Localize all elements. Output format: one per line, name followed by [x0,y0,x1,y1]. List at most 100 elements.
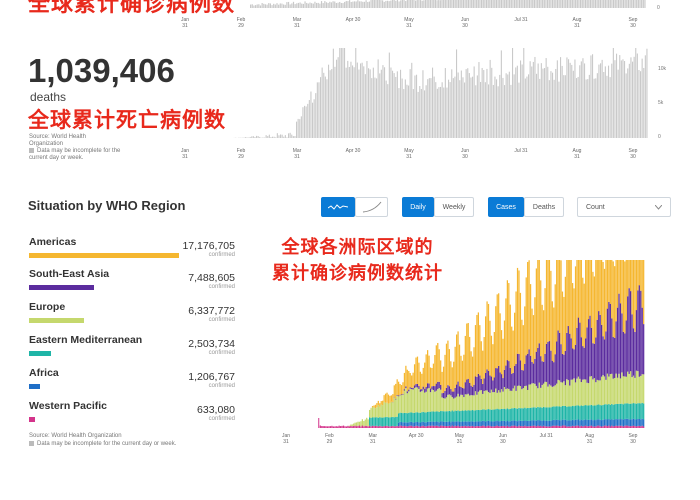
bar [632,0,634,8]
stacked-bar-segment [396,416,398,426]
bar [603,72,605,138]
stacked-bar-segment [602,375,604,405]
bar [331,69,333,138]
stacked-bar-segment [444,411,446,422]
bar [366,60,368,138]
stacked-bar-segment [415,412,417,423]
stacked-bar-segment [431,411,433,422]
region-bar [29,384,40,389]
stacked-bar-segment [464,335,466,383]
stacked-bar-segment [611,419,613,426]
region-name[interactable]: Africa [29,367,59,379]
curve-view-button[interactable] [355,197,388,217]
stacked-bar-segment [448,394,450,411]
stacked-bar-segment [602,404,604,420]
bar [459,0,461,8]
cases-button[interactable]: Cases [488,197,524,217]
stacked-bar-segment [525,421,527,427]
count-select[interactable]: Count [577,197,671,217]
region-name[interactable]: Western Pacific [29,400,108,412]
region-name[interactable]: Europe [29,301,66,313]
stacked-bar-segment [638,285,640,377]
stacked-bar-segment [406,393,408,414]
bar [438,87,440,138]
stacked-bar-segment [370,417,372,427]
stacked-bar-segment [434,421,436,426]
stacked-bar-segment [441,397,443,412]
stacked-bar-segment [483,378,485,392]
stacked-bar-segment [447,411,449,422]
bar [304,105,306,138]
stacked-bar-segment [509,421,511,427]
stacked-bar-segment [514,385,516,408]
stacked-bar-segment [585,260,587,339]
stacked-bar-segment [370,426,372,428]
bar [324,1,326,8]
stacked-bar-segment [529,284,532,356]
bar [352,1,354,9]
stacked-bar-segment [482,420,484,426]
bar [344,1,346,9]
stacked-bar-segment [429,388,432,393]
stacked-bar-segment [442,425,445,428]
weekly-button[interactable]: Weekly [434,197,474,217]
stacked-bar-segment [583,283,585,348]
stacked-bar-segment [595,426,597,428]
bar [348,66,350,138]
stacked-bar-segment [342,425,345,428]
stacked-bar-segment [374,408,377,418]
bar [556,0,559,8]
region-name[interactable]: Americas [29,236,77,248]
stacked-bar-segment [593,420,595,427]
stacked-bar-segment [576,327,578,379]
stacked-bar-segment [519,386,522,409]
stacked-bar-segment [602,336,604,376]
stacked-bar-segment [524,407,526,421]
stacked-bar-segment [618,425,620,428]
bar-view-button[interactable] [321,197,355,217]
stacked-bar-segment [503,408,506,421]
stacked-bar-segment [595,420,597,427]
bar [642,0,644,8]
daily-button[interactable]: Daily [402,197,434,217]
stacked-bar-segment [561,291,564,354]
stacked-bar-segment [450,422,452,427]
bar [307,3,309,8]
stacked-bar-segment [609,260,611,304]
stacked-bar-segment [574,419,577,426]
stacked-bar-segment [383,401,385,418]
bar [460,70,462,138]
stacked-bar-segment [466,410,468,422]
stacked-bar-segment [474,325,477,377]
bar [457,72,459,138]
stacked-bar-segment [521,426,523,428]
region-name[interactable]: South-East Asia [29,268,110,280]
stacked-bar-segment [595,382,597,406]
stacked-bar-segment [560,426,562,428]
stacked-bar-segment [634,377,636,404]
stacked-bar-segment [583,379,585,406]
stacked-bar-segment [453,426,455,428]
bar [284,4,286,8]
stacked-bar-segment [408,422,410,426]
bar [533,0,535,8]
stacked-bar-segment [405,365,407,387]
deaths-button[interactable]: Deaths [524,197,564,217]
stacked-bar-segment [393,397,395,418]
bar [408,85,410,138]
stacked-bar-segment [427,388,429,412]
stacked-bar-segment [399,394,401,396]
bar [292,136,294,138]
bar [485,0,488,8]
region-name[interactable]: Eastern Mediterranean [29,334,143,346]
stacked-bar-segment [615,260,617,322]
stacked-bar-segment [432,386,435,390]
stacked-bar-segment [390,417,392,427]
stacked-bar-segment [450,411,452,423]
stacked-bar-segment [416,425,419,428]
bar [547,0,549,8]
stacked-bar-segment [500,330,503,375]
stacked-bar-segment [461,425,464,428]
stacked-bar-segment [380,417,382,427]
axis-tick-label: Apr 30 [346,148,361,154]
